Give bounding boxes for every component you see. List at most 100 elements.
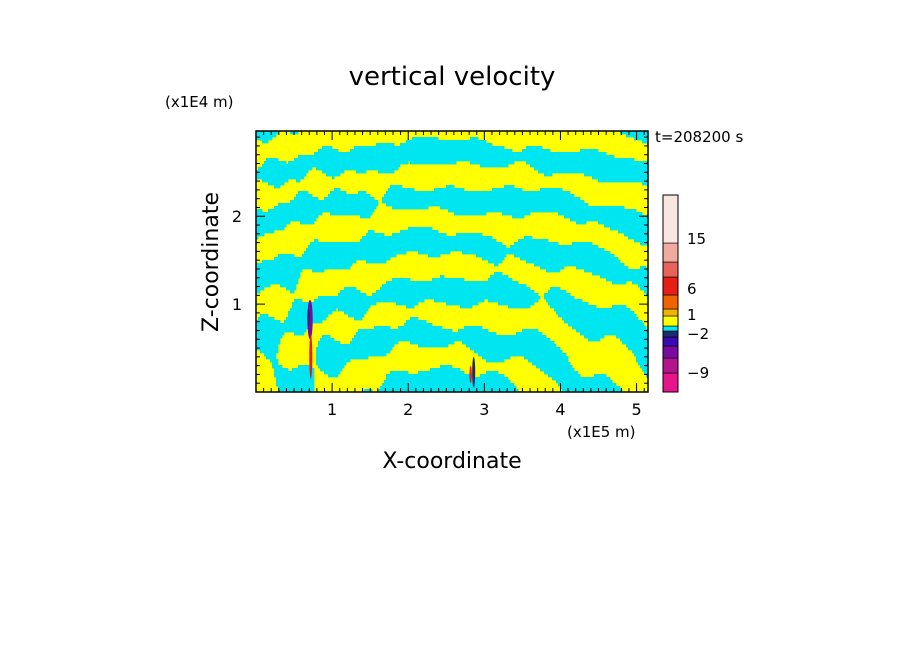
contour-cell bbox=[430, 368, 461, 372]
contour-feature bbox=[307, 308, 310, 327]
contour-cell bbox=[256, 272, 301, 276]
contour-cell bbox=[286, 287, 297, 291]
contour-cell bbox=[360, 215, 371, 219]
contour-cell bbox=[256, 227, 285, 231]
contour-cell bbox=[612, 305, 627, 309]
contour-cell bbox=[360, 239, 497, 243]
contour-cell bbox=[474, 350, 563, 354]
contour-cell bbox=[256, 281, 299, 285]
contour-cell bbox=[380, 287, 531, 291]
contour-cell bbox=[588, 338, 601, 342]
contour-cell bbox=[530, 164, 648, 168]
contour-cell bbox=[400, 143, 493, 147]
colorbar-level bbox=[662, 336, 679, 347]
contour-cell bbox=[504, 185, 515, 189]
contour-cell bbox=[410, 317, 419, 321]
contour-cell bbox=[256, 230, 275, 234]
contour-cell bbox=[314, 152, 607, 156]
colorbar-ticks: 15 6 1−2 −9 bbox=[687, 230, 709, 382]
contour-cell bbox=[518, 239, 549, 243]
contour-cell bbox=[386, 281, 519, 285]
contour-cell bbox=[292, 305, 371, 309]
contour-cell bbox=[322, 335, 331, 339]
contour-cell bbox=[258, 167, 313, 171]
contour-cell bbox=[618, 230, 648, 234]
colorbar bbox=[662, 194, 679, 393]
contour-cell bbox=[256, 209, 263, 213]
contour-cell bbox=[256, 215, 319, 219]
contour-cell bbox=[330, 191, 347, 195]
contour-cell bbox=[294, 158, 635, 162]
contour-cell bbox=[316, 359, 351, 363]
contour-cell bbox=[584, 269, 648, 273]
contour-cell bbox=[398, 326, 443, 330]
contour-cell bbox=[382, 284, 527, 288]
contour-cell bbox=[628, 236, 648, 240]
contour-cell bbox=[620, 338, 648, 342]
contour-cell bbox=[366, 260, 387, 264]
contour-cell bbox=[256, 275, 301, 279]
contour-cell bbox=[640, 287, 648, 291]
contour-cell bbox=[488, 260, 503, 264]
contour-cell bbox=[482, 356, 511, 360]
colorbar-tick-label: 15 bbox=[687, 230, 706, 248]
contour-cell bbox=[386, 203, 589, 207]
contour-cell bbox=[520, 257, 619, 261]
contour-cell bbox=[274, 374, 315, 378]
contour-cell bbox=[308, 245, 507, 249]
contour-cell bbox=[556, 380, 613, 384]
contour-cell bbox=[274, 185, 281, 189]
contour-cell bbox=[330, 212, 373, 216]
contour-cell bbox=[256, 269, 303, 273]
contour-cell bbox=[526, 146, 543, 150]
x-tick-label: 5 bbox=[631, 400, 641, 419]
contour-cell bbox=[486, 371, 499, 375]
colorbar-level bbox=[662, 276, 679, 296]
contour-cell bbox=[540, 266, 565, 270]
contour-cell bbox=[642, 368, 648, 372]
colorbar-tick-label: −2 bbox=[687, 325, 709, 343]
contour-cell bbox=[528, 359, 569, 363]
colorbar-level bbox=[662, 345, 679, 359]
colorbar-level bbox=[662, 315, 679, 327]
contour-cell bbox=[638, 362, 648, 366]
contour-cell bbox=[642, 182, 648, 186]
contour-cell bbox=[612, 281, 627, 285]
contour-cell bbox=[646, 293, 648, 297]
contour-cell bbox=[480, 164, 509, 168]
y-unit-label: (x1E4 m) bbox=[165, 93, 234, 111]
contour-cell bbox=[548, 290, 567, 294]
contour-cell bbox=[418, 344, 449, 348]
contour-cell bbox=[514, 254, 615, 258]
contour-cell bbox=[292, 368, 315, 372]
contour-cell bbox=[640, 365, 648, 369]
contour-cell bbox=[354, 317, 363, 321]
contour-cell bbox=[494, 263, 499, 267]
x-unit-label: (x1E5 m) bbox=[567, 423, 636, 441]
contour-cell bbox=[366, 233, 385, 237]
contour-cell bbox=[290, 290, 295, 294]
contour-cell bbox=[534, 263, 625, 267]
contour-cell bbox=[316, 353, 387, 357]
contour-cell bbox=[350, 149, 513, 153]
contour-cell bbox=[338, 293, 367, 297]
contour-cell bbox=[278, 389, 315, 392]
contour-cell bbox=[594, 374, 607, 378]
contour-cell bbox=[278, 254, 295, 258]
contour-cell bbox=[522, 149, 551, 153]
contour-cell bbox=[264, 161, 287, 165]
contour-cell bbox=[318, 149, 339, 153]
contour-cell bbox=[332, 176, 335, 180]
contour-cell bbox=[540, 368, 575, 372]
contour-cell bbox=[272, 365, 283, 369]
colorbar-level bbox=[662, 308, 679, 317]
contour-cell bbox=[538, 170, 648, 174]
contour-cell bbox=[344, 287, 357, 291]
contour-cell bbox=[440, 365, 453, 369]
contour-cell bbox=[490, 275, 509, 279]
contour-cell bbox=[294, 332, 305, 336]
contour-cell bbox=[268, 209, 375, 213]
contour-cell bbox=[434, 188, 465, 192]
contour-cell bbox=[540, 188, 563, 192]
